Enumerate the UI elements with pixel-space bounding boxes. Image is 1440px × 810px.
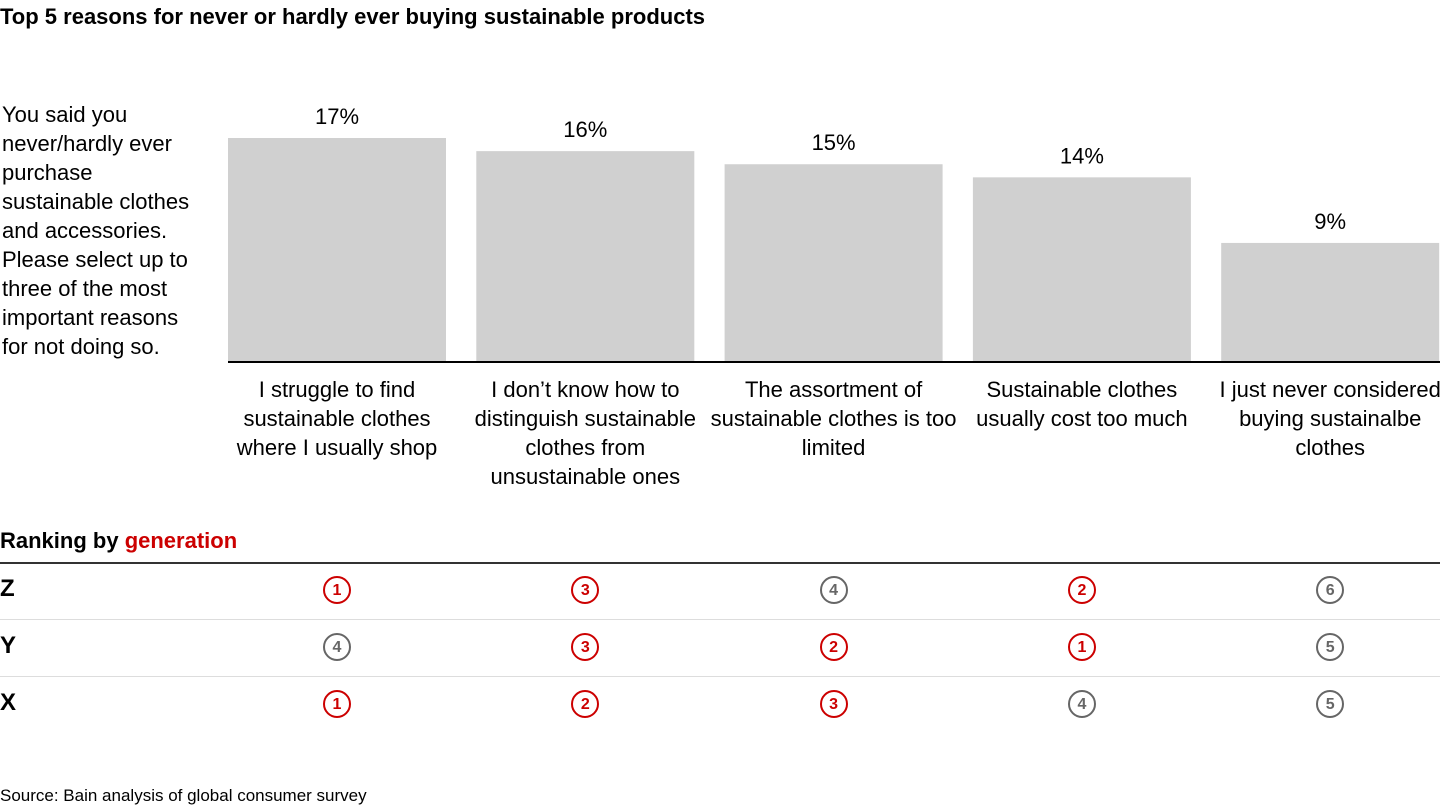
chart-title: Top 5 reasons for never or hardly ever b… xyxy=(0,4,705,29)
bar xyxy=(476,151,695,361)
bar-chart: 17% 16% 15% 14% 9% xyxy=(228,104,1440,363)
rank-badge: 1 xyxy=(323,576,351,604)
bar xyxy=(724,164,943,361)
category-label: I just never considered buying sustainal… xyxy=(1219,377,1440,460)
rank-badge: 5 xyxy=(1316,690,1345,718)
category-label: Sustainable clothes usually cost too muc… xyxy=(976,377,1188,431)
rank-badge: 5 xyxy=(1316,633,1345,661)
rank-badge: 2 xyxy=(1067,576,1096,604)
bar-value-label: 17% xyxy=(315,104,359,129)
ranking-title: Ranking by generation xyxy=(0,528,237,554)
bar-value-label: 15% xyxy=(812,130,856,155)
category-label: I struggle to find sustainable clothes w… xyxy=(236,377,438,460)
row-divider xyxy=(0,676,1440,677)
rank-badge: 4 xyxy=(323,633,351,661)
rank-badge: 2 xyxy=(571,690,600,718)
generation-label: Z xyxy=(0,575,15,602)
ranking-header-rule xyxy=(0,562,1440,564)
bar-value-label: 14% xyxy=(1060,143,1104,168)
generation-label: Y xyxy=(0,632,17,659)
rank-badge: 4 xyxy=(1067,690,1096,718)
ranking-title-highlight: generation xyxy=(124,528,238,553)
bar-value-label: 16% xyxy=(563,117,607,142)
rank-badge: 3 xyxy=(819,690,848,718)
source-note: Source: Bain analysis of global consumer… xyxy=(0,786,367,805)
rank-badge: 4 xyxy=(819,576,848,604)
survey-question: You said you never/hardly ever purchase … xyxy=(2,102,190,359)
category-label: The assortment of sustainable clothes is… xyxy=(710,377,957,460)
bar xyxy=(1221,242,1440,361)
category-label: I don’t know how to distinguish sustaina… xyxy=(474,377,696,489)
bar xyxy=(972,177,1191,361)
ranking-title-prefix: Ranking by xyxy=(0,528,125,553)
bar xyxy=(228,138,446,361)
rank-badge: 6 xyxy=(1316,576,1345,604)
rank-badge: 3 xyxy=(571,576,600,604)
row-divider xyxy=(0,619,1440,620)
bar-value-label: 9% xyxy=(1314,209,1346,234)
generation-label: X xyxy=(0,689,17,716)
rank-badge: 1 xyxy=(323,690,351,718)
rank-badge: 3 xyxy=(571,633,600,661)
rank-badge: 2 xyxy=(819,633,848,661)
rank-badge: 1 xyxy=(1067,633,1096,661)
